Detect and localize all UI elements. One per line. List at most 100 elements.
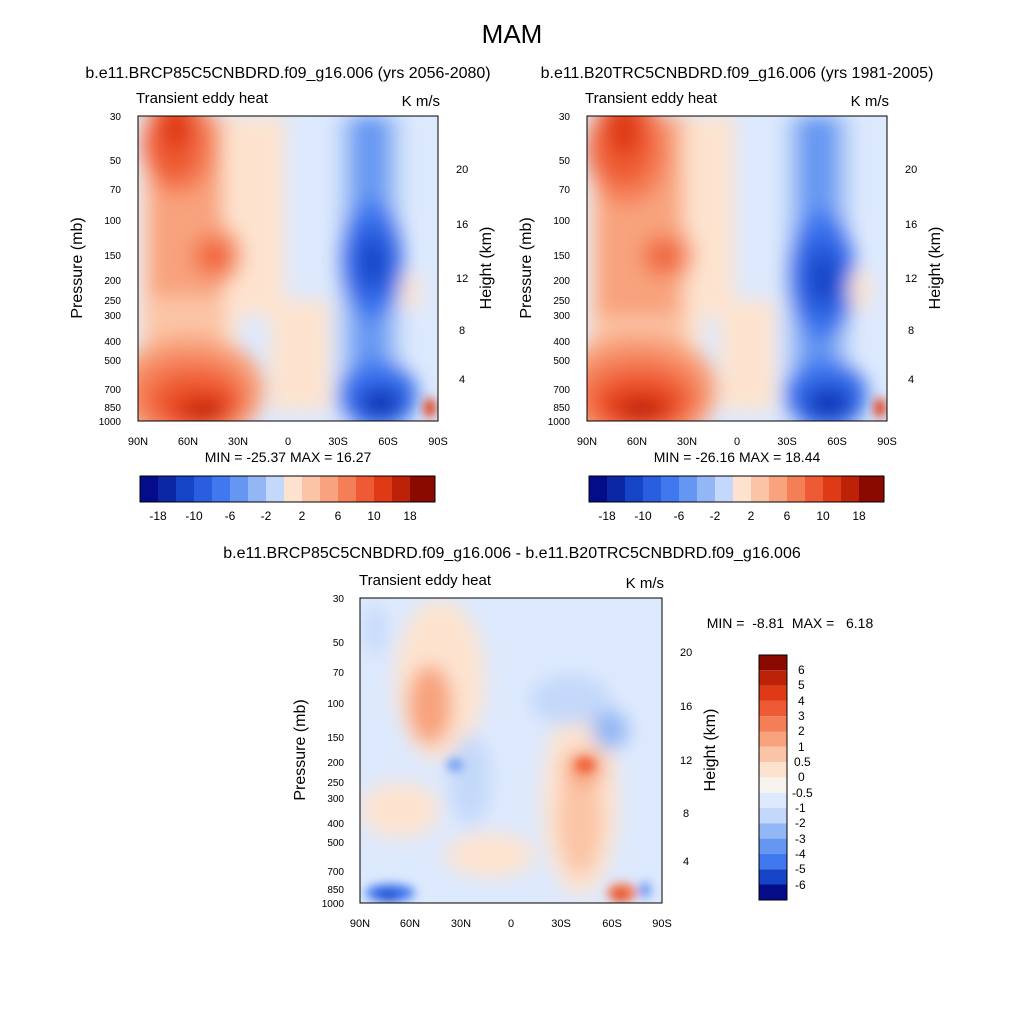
colorbar-label: 2: [798, 724, 805, 738]
colorbar-label: 0.5: [794, 755, 811, 769]
colorbar-label: 3: [798, 709, 805, 723]
panel-subtitle: b.e11.BRCP85C5CNBDRD.f09_g16.006 (yrs 20…: [85, 65, 490, 82]
y-tick-label: 1000: [548, 417, 571, 428]
y-tick-label: 250: [104, 296, 121, 307]
x-tick-label: 30S: [777, 436, 797, 448]
colorbar-label: 5: [798, 678, 805, 692]
y-tick-label: 300: [553, 311, 570, 322]
x-ticks: 90N 60N 30N 0 30S 60S 90S: [128, 436, 448, 448]
x-tick-label: 90S: [877, 436, 897, 448]
units-string: K m/s: [626, 575, 664, 592]
contour-field: [360, 598, 662, 903]
y2-tick-label: 16: [905, 219, 917, 231]
y-tick-label: 150: [553, 251, 570, 262]
y-tick-label: 400: [104, 337, 121, 348]
figure-title: MAM: [482, 19, 543, 49]
y-tick-label: 300: [327, 794, 344, 805]
colorbar-label: -0.5: [792, 786, 813, 800]
y2-tick-label: 20: [680, 647, 692, 659]
y2-tick-label: 16: [680, 701, 692, 713]
y2-tick-label: 12: [680, 755, 692, 767]
panel-subtitle: b.e11.B20TRC5CNBDRD.f09_g16.006 (yrs 198…: [541, 65, 934, 82]
min-max-stats: MIN = -25.37 MAX = 16.27: [205, 449, 372, 465]
y-tick-label: 500: [327, 838, 344, 849]
y2-tick-label: 4: [683, 856, 689, 868]
x-tick-label: 90N: [128, 436, 148, 448]
y-tick-label: 50: [333, 638, 345, 649]
x-tick-label: 60N: [400, 918, 420, 930]
y-tick-label: 300: [104, 311, 121, 322]
y-ticks: 30 50 70 100 150 200 250 300 400 500 700…: [99, 112, 122, 428]
y-tick-label: 100: [327, 699, 344, 710]
y-tick-label: 200: [327, 758, 344, 769]
y-tick-label: 400: [553, 337, 570, 348]
colorbar-label: 6: [784, 509, 791, 523]
colorbar-label: 6: [798, 663, 805, 677]
y2-axis-title: Height (km): [478, 227, 495, 310]
x-tick-label: 60N: [178, 436, 198, 448]
y2-ticks: 20 16 12 8 4: [905, 164, 917, 386]
x-tick-label: 90N: [577, 436, 597, 448]
plot-frame: [137, 115, 439, 422]
y-tick-label: 50: [559, 156, 571, 167]
y2-tick-label: 20: [905, 164, 917, 176]
colorbar-label: 2: [299, 509, 306, 523]
y2-ticks: 20 16 12 8 4: [680, 647, 692, 868]
x-tick-label: 30N: [451, 918, 471, 930]
min-max-stats: MIN = -26.16 MAX = 18.44: [654, 449, 821, 465]
y-tick-label: 250: [553, 296, 570, 307]
x-tick-label: 60N: [627, 436, 647, 448]
colorbar-label: -2: [795, 816, 806, 830]
y-tick-label: 250: [327, 778, 344, 789]
colorbar-label: 2: [748, 509, 755, 523]
y-tick-label: 50: [110, 156, 122, 167]
y-tick-label: 850: [104, 403, 121, 414]
y-tick-label: 100: [104, 216, 121, 227]
y-tick-label: 70: [559, 185, 571, 196]
y-tick-label: 100: [553, 216, 570, 227]
colorbar-label: -18: [598, 509, 616, 523]
x-ticks: 90N 60N 30N 0 30S 60S 90S: [577, 436, 897, 448]
colorbar: -18 -10 -6 -2 2 6 10 18: [139, 475, 436, 523]
panel-subtitle: b.e11.BRCP85C5CNBDRD.f09_g16.006 - b.e11…: [223, 545, 801, 562]
y-tick-label: 400: [327, 819, 344, 830]
y-tick-label: 1000: [322, 899, 345, 910]
y2-tick-label: 8: [908, 325, 914, 337]
colorbar-label: 1: [798, 740, 805, 754]
colorbar-label: 6: [335, 509, 342, 523]
panel-future: b.e11.BRCP85C5CNBDRD.f09_g16.006 (yrs 20…: [69, 65, 495, 523]
y2-tick-label: 4: [459, 374, 465, 386]
x-tick-label: 30N: [228, 436, 248, 448]
x-tick-label: 60S: [378, 436, 398, 448]
contour-field: [587, 116, 887, 421]
left-string: Transient eddy heat: [359, 572, 492, 589]
colorbar-label: -6: [795, 878, 806, 892]
units-string: K m/s: [402, 93, 440, 110]
y-tick-label: 70: [333, 668, 345, 679]
x-tick-label: 60S: [602, 918, 622, 930]
colorbar-label: -10: [185, 509, 203, 523]
panel-historical: b.e11.B20TRC5CNBDRD.f09_g16.006 (yrs 198…: [518, 65, 944, 523]
plot-frame: [359, 597, 663, 904]
colorbar-label: -3: [795, 832, 806, 846]
x-tick-label: 90N: [350, 918, 370, 930]
x-tick-label: 0: [508, 918, 514, 930]
y-tick-label: 700: [327, 867, 344, 878]
y-ticks: 30 50 70 100 150 200 250 300 400 500 700…: [322, 594, 345, 910]
colorbar-label: -18: [149, 509, 167, 523]
y-tick-label: 150: [327, 733, 344, 744]
x-tick-label: 30S: [328, 436, 348, 448]
colorbar-label: 0: [798, 770, 805, 784]
y-tick-label: 30: [559, 112, 571, 123]
colorbar-label: 18: [852, 509, 866, 523]
y-tick-label: 700: [553, 385, 570, 396]
y-tick-label: 500: [553, 356, 570, 367]
y2-tick-label: 16: [456, 219, 468, 231]
y-tick-label: 1000: [99, 417, 122, 428]
y2-ticks: 20 16 12 8 4: [456, 164, 468, 386]
x-tick-label: 30N: [677, 436, 697, 448]
left-string: Transient eddy heat: [585, 90, 718, 107]
min-max-stats: MIN = -8.81 MAX = 6.18: [707, 615, 874, 631]
units-string: K m/s: [851, 93, 889, 110]
